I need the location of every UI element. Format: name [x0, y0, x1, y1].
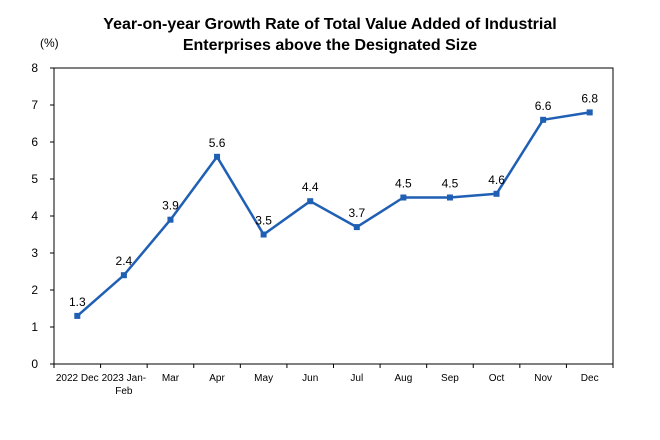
y-tick-label: 0	[31, 357, 38, 371]
x-tick-label: Aug	[394, 373, 412, 384]
data-label: 3.9	[162, 199, 179, 213]
data-label: 4.5	[395, 177, 412, 191]
chart-title-line-1: Year-on-year Growth Rate of Total Value …	[103, 16, 557, 33]
y-tick-label: 6	[31, 135, 38, 149]
data-label: 6.8	[581, 91, 598, 105]
chart-title-line-2: Enterprises above the Designated Size	[182, 37, 478, 54]
data-point	[74, 312, 81, 319]
y-tick-label: 1	[31, 320, 38, 334]
data-point	[167, 216, 174, 223]
data-label: 3.7	[348, 206, 365, 220]
data-label: 4.6	[488, 173, 505, 187]
plot-area-border	[53, 67, 614, 365]
y-tick-label: 5	[31, 172, 38, 186]
data-point	[214, 153, 221, 160]
data-point	[493, 190, 500, 197]
x-tick-label: Nov	[534, 373, 552, 384]
data-label: 3.5	[255, 214, 272, 228]
x-tick-label: Sep	[441, 373, 459, 384]
y-tick-label: 8	[31, 61, 38, 75]
x-tick-label: Jun	[302, 373, 318, 384]
x-tick-label: Jul	[350, 373, 363, 384]
y-tick-label: 2	[31, 283, 38, 297]
data-point	[586, 109, 593, 116]
data-point	[307, 198, 314, 205]
x-tick-label: 2023 Jan-Feb	[102, 373, 146, 397]
data-label: 4.5	[442, 177, 459, 191]
y-tick-label: 4	[31, 209, 38, 223]
data-label: 6.6	[535, 99, 552, 113]
x-tick-label: Apr	[209, 373, 225, 384]
y-tick-label: 3	[31, 246, 38, 260]
series-line	[76, 111, 590, 317]
data-point	[446, 194, 453, 201]
data-point	[353, 224, 360, 231]
chart-title: Year-on-year Growth Rate of Total Value …	[0, 14, 660, 56]
data-point	[120, 272, 127, 279]
data-point	[260, 231, 267, 238]
x-tick-label: Mar	[162, 373, 180, 384]
data-label: 5.6	[209, 136, 226, 150]
y-axis-unit-label: (%)	[40, 36, 59, 50]
x-tick-label: Oct	[489, 373, 505, 384]
data-point	[540, 116, 547, 123]
x-tick-label: Dec	[581, 373, 599, 384]
x-tick-label: 2022 Dec	[56, 373, 99, 384]
x-tick-label: May	[254, 373, 273, 384]
data-point	[400, 194, 407, 201]
data-label: 4.4	[302, 180, 319, 194]
data-label: 2.4	[116, 254, 133, 268]
data-label: 1.3	[69, 295, 86, 309]
y-tick-label: 7	[31, 98, 38, 112]
